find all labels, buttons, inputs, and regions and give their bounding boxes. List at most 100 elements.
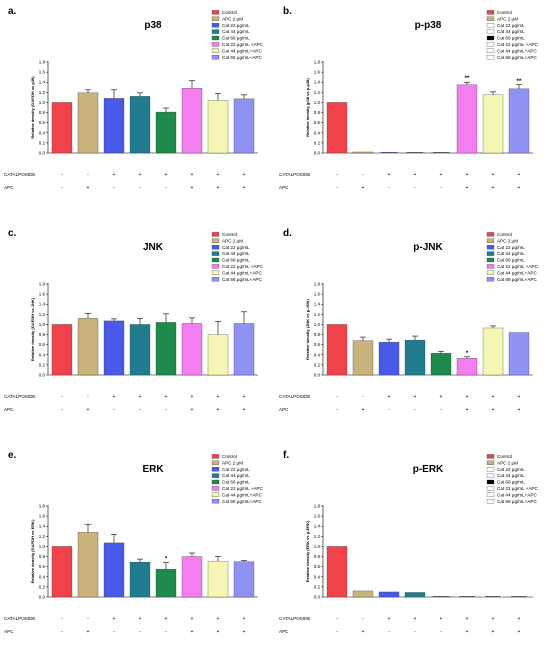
significance-label: **	[465, 76, 470, 82]
chart-title: p-ERK	[413, 464, 444, 475]
legend-label: APC 2 μM	[497, 460, 518, 465]
catalposide-sign: -	[362, 394, 364, 400]
catalposide-sign: +	[492, 172, 495, 178]
apc-sign: +	[492, 407, 495, 413]
bar	[77, 318, 99, 376]
legend-label: Cat 44 μg/mL+APC	[222, 270, 262, 275]
y-tick-label: 0.6	[39, 342, 46, 347]
legend-swatch	[486, 479, 495, 485]
bar	[352, 340, 374, 376]
catalposide-sign: +	[414, 394, 417, 400]
apc-sign: +	[518, 629, 521, 635]
legend-swatch	[486, 473, 495, 478]
panel-a: a. p38 0.0 0.2 0.4 0.6 0.8 1.0 1.2 1.4 1.6 1.8 Relat…	[0, 0, 275, 222]
y-tick-label: 1.6	[314, 70, 321, 75]
significance-label: *	[165, 557, 168, 563]
y-tick-label: 0.4	[39, 574, 46, 579]
bar	[77, 532, 99, 598]
legend-swatch	[211, 499, 220, 504]
apc-row-label: APC	[279, 185, 289, 190]
apc-sign: -	[61, 407, 63, 413]
catalposide-sign: -	[87, 616, 89, 622]
bar	[456, 84, 478, 154]
legend-label: Cat 22 μg/mL +APC	[222, 42, 264, 47]
legend-swatch	[211, 16, 220, 21]
y-tick-label: 0.0	[314, 151, 321, 156]
catalposide-row-label: CATALPOSIDE	[4, 394, 35, 399]
bar	[233, 323, 255, 376]
y-tick-label: 1.0	[314, 322, 321, 327]
legend-label: Cat 66 μg/mL	[222, 258, 250, 263]
apc-sign: +	[243, 629, 246, 635]
legend-swatch	[211, 492, 220, 497]
chart-title: p38	[144, 20, 162, 31]
legend-label: Cat 66 μg/mL	[222, 36, 250, 41]
y-tick-label: 0.2	[39, 362, 46, 367]
chart-title: ERK	[142, 464, 164, 475]
apc-sign: +	[217, 185, 220, 191]
legend-swatch	[486, 42, 495, 47]
bar	[378, 591, 400, 598]
legend-swatch	[211, 479, 220, 485]
y-tick-label: 0.0	[314, 595, 321, 600]
y-axis-label: Relative density (p38 vs p-p38)	[305, 78, 310, 137]
y-tick-label: 0.6	[314, 120, 321, 125]
apc-sign: +	[492, 629, 495, 635]
y-tick-label: 1.0	[314, 100, 321, 105]
legend-swatch	[486, 499, 495, 504]
bar	[207, 100, 229, 154]
legend-label: Cat 22 μg/mL +APC	[497, 264, 539, 269]
apc-sign: -	[388, 185, 390, 191]
catalposide-sign: +	[492, 394, 495, 400]
apc-sign: -	[139, 407, 141, 413]
legend-label: Cat 44 μg/mL+APC	[222, 492, 262, 497]
legend-label: Cat 22 μg/mL +APC	[497, 486, 539, 491]
y-tick-label: 1.0	[314, 544, 321, 549]
apc-sign: +	[217, 629, 220, 635]
chart-svg: b. p-p38 0.0 0.2 0.4 0.6 0.8 1.0 1.2 1.4 1.6 1.8 Rel…	[279, 6, 539, 191]
bar	[155, 322, 177, 376]
legend-label: Cat 22 μg/mL	[497, 245, 525, 250]
legend-label: Cat 66 μg/mL+APC	[222, 499, 262, 504]
legend-label: APC 2 μM	[222, 238, 243, 243]
apc-sign: -	[414, 407, 416, 413]
y-tick-label: 1.2	[39, 534, 46, 539]
legend-label: Cat 44 μg/mL	[222, 251, 250, 256]
catalposide-sign: +	[492, 616, 495, 622]
apc-row-label: APC	[4, 407, 14, 412]
chart-title: JNK	[143, 242, 164, 253]
apc-sign: +	[243, 407, 246, 413]
apc-row-label: APC	[279, 629, 289, 634]
panel-e: e. ERK 0.0 0.2 0.4 0.6 0.8 1.0 1.2 1.4 1.6 1.8 Relat…	[0, 444, 275, 666]
bar	[103, 98, 125, 154]
chart-title: p-p38	[415, 20, 442, 31]
legend-label: Cat 22 μg/mL +APC	[222, 264, 264, 269]
legend-swatch	[486, 10, 495, 15]
legend-swatch	[486, 277, 495, 282]
y-tick-label: 0.0	[39, 373, 46, 378]
legend-swatch	[211, 251, 220, 256]
bar	[207, 334, 229, 376]
legend-swatch	[211, 10, 220, 15]
y-tick-label: 1.6	[314, 514, 321, 519]
legend-label: Cat 44 μg/mL	[497, 29, 525, 34]
apc-sign: -	[139, 185, 141, 191]
legend-swatch	[486, 257, 495, 263]
bar	[181, 323, 203, 376]
y-tick-label: 0.8	[314, 554, 321, 559]
y-tick-label: 0.6	[39, 120, 46, 125]
y-tick-label: 0.0	[39, 595, 46, 600]
legend-label: Cat 22 μg/mL	[222, 467, 250, 472]
legend-swatch	[486, 264, 495, 269]
bar	[129, 324, 151, 376]
bar	[51, 546, 73, 598]
bar	[508, 88, 530, 154]
legend-label: Cat 22 μg/mL	[222, 245, 250, 250]
panel-label: a.	[8, 6, 17, 17]
apc-sign: +	[466, 629, 469, 635]
legend-swatch	[211, 277, 220, 282]
y-tick-label: 0.4	[314, 130, 321, 135]
catalposide-row-label: CATALPOSIDE	[279, 172, 310, 177]
catalposide-sign: +	[466, 394, 469, 400]
apc-sign: -	[165, 407, 167, 413]
